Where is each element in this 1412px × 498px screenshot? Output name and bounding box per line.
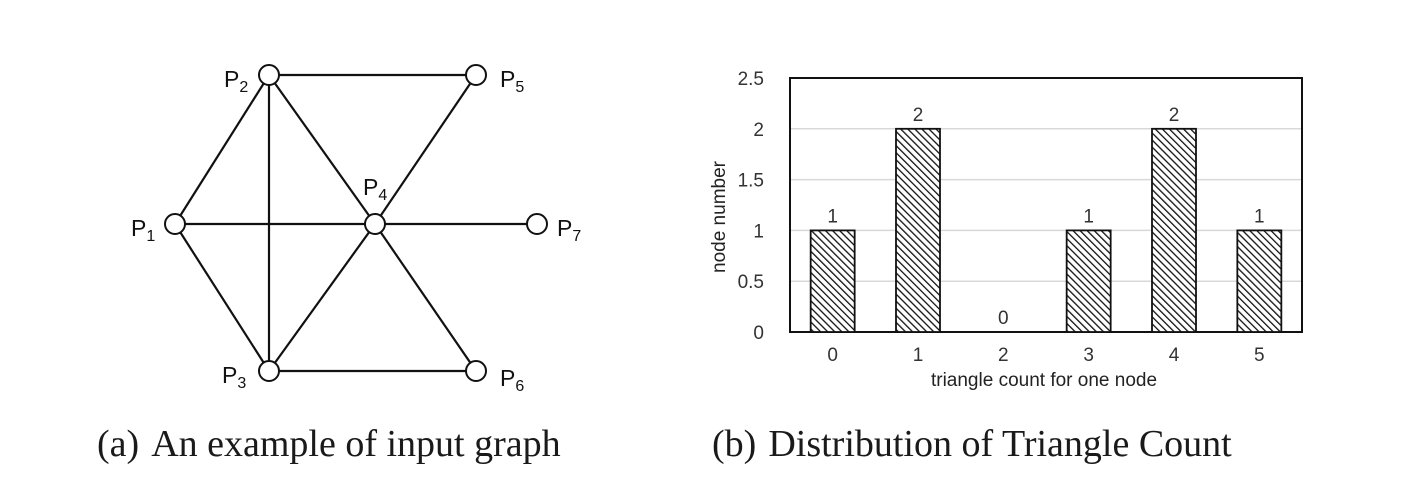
x-tick-label-3: 3 bbox=[1083, 345, 1094, 366]
y-tick-label: 0.5 bbox=[738, 272, 764, 293]
graph-edge-p2-p4 bbox=[268, 74, 376, 225]
bar-3 bbox=[1065, 229, 1112, 333]
x-tick-label-0: 0 bbox=[827, 345, 838, 366]
data-label-5: 1 bbox=[1254, 206, 1265, 227]
graph-node-p4 bbox=[364, 213, 386, 235]
y-tick-label: 2 bbox=[753, 120, 764, 141]
graph-node-p1 bbox=[164, 213, 186, 235]
y-tick-label: 0 bbox=[753, 323, 764, 344]
bar-0 bbox=[809, 229, 856, 333]
graph-edges bbox=[174, 73, 537, 373]
graph-edge-p1-p3 bbox=[174, 223, 270, 372]
x-tick-label-4: 4 bbox=[1169, 345, 1180, 366]
graph-node-p2 bbox=[258, 64, 280, 86]
graph-node-p7 bbox=[526, 213, 548, 235]
plot-area bbox=[789, 77, 1303, 333]
graph-node-label-p7: P7 bbox=[557, 215, 581, 245]
caption-b-tag: (b) bbox=[712, 423, 757, 465]
graph-nodes: P1 P2 P3 P4 P5 P6 P7 bbox=[131, 64, 581, 395]
caption-a-tag: (a) bbox=[97, 423, 140, 465]
x-tick-label-1: 1 bbox=[913, 345, 924, 366]
graph-edge-p1-p2 bbox=[174, 74, 270, 225]
y-axis-title: node number bbox=[709, 160, 730, 273]
data-label-1: 2 bbox=[913, 105, 924, 126]
y-tick-label: 1 bbox=[753, 221, 764, 242]
caption-a: (a) An example of input graph bbox=[97, 422, 561, 466]
bar-1 bbox=[895, 127, 941, 333]
caption-b: (b) Distribution of Triangle Count bbox=[712, 422, 1232, 466]
bar-4 bbox=[1151, 127, 1197, 333]
graph-edge-p4-p5 bbox=[374, 74, 477, 225]
graph-node-label-p6: P6 bbox=[500, 365, 524, 395]
data-label-0: 1 bbox=[827, 206, 838, 227]
x-tick-label-5: 5 bbox=[1254, 345, 1265, 366]
graph-node-label-p3: P3 bbox=[222, 362, 246, 392]
graph-node-p5 bbox=[465, 64, 487, 86]
y-tick-label: 1.5 bbox=[738, 171, 764, 192]
graph-edge-p3-p4 bbox=[268, 223, 376, 372]
graph-edge-p4-p6 bbox=[374, 223, 477, 372]
graph-node-label-p5: P5 bbox=[500, 66, 524, 96]
caption-b-text: Distribution of Triangle Count bbox=[768, 423, 1232, 465]
caption-a-text: An example of input graph bbox=[151, 423, 561, 465]
x-axis-title: triangle count for one node bbox=[931, 370, 1157, 391]
graph-node-label-p1: P1 bbox=[131, 215, 155, 245]
bar-5 bbox=[1236, 229, 1283, 333]
data-label-3: 1 bbox=[1083, 206, 1094, 227]
x-tick-label-2: 2 bbox=[998, 345, 1009, 366]
data-label-2: 0 bbox=[998, 308, 1009, 329]
graph-node-p3 bbox=[258, 360, 280, 382]
data-label-4: 2 bbox=[1169, 105, 1180, 126]
bar-chart: 0 0.5 1 1.5 2 2.5 1 0 2 1 0 2 1 3 2 4 1 5 triangle count f… bbox=[709, 69, 1303, 391]
y-tick-label: 2.5 bbox=[738, 69, 764, 90]
graph-node-label-p4: P4 bbox=[363, 174, 387, 204]
graph-node-p6 bbox=[465, 360, 487, 382]
graph-node-label-p2: P2 bbox=[224, 66, 248, 96]
